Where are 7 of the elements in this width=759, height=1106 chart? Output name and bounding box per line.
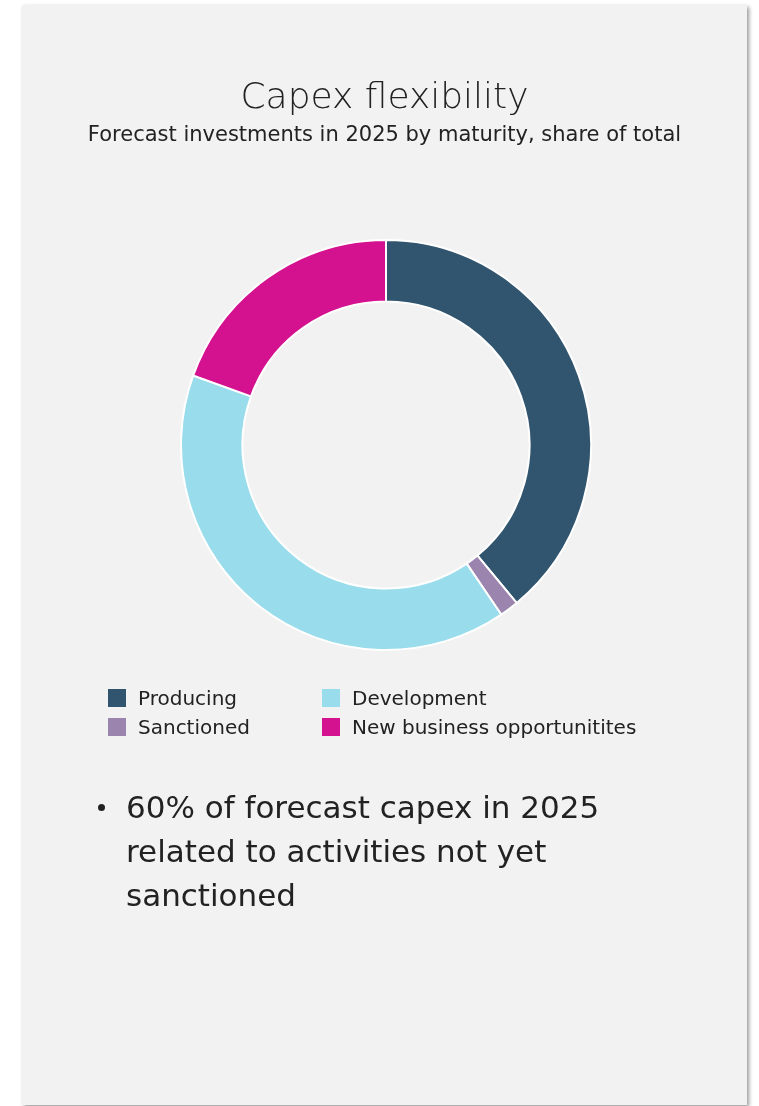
chart-subtitle: Forecast investments in 2025 by maturity, share of total xyxy=(86,122,683,146)
legend-label: Development xyxy=(352,685,487,710)
legend-label: Sanctioned xyxy=(138,714,250,739)
chart-title: Capex flexibility xyxy=(239,75,530,116)
legend-label: Producing xyxy=(138,685,238,710)
text: 60% of forecast capex in 2025 related to activities not yet sanctioned xyxy=(126,788,601,915)
legend-label: New business opportunitites xyxy=(352,714,637,739)
